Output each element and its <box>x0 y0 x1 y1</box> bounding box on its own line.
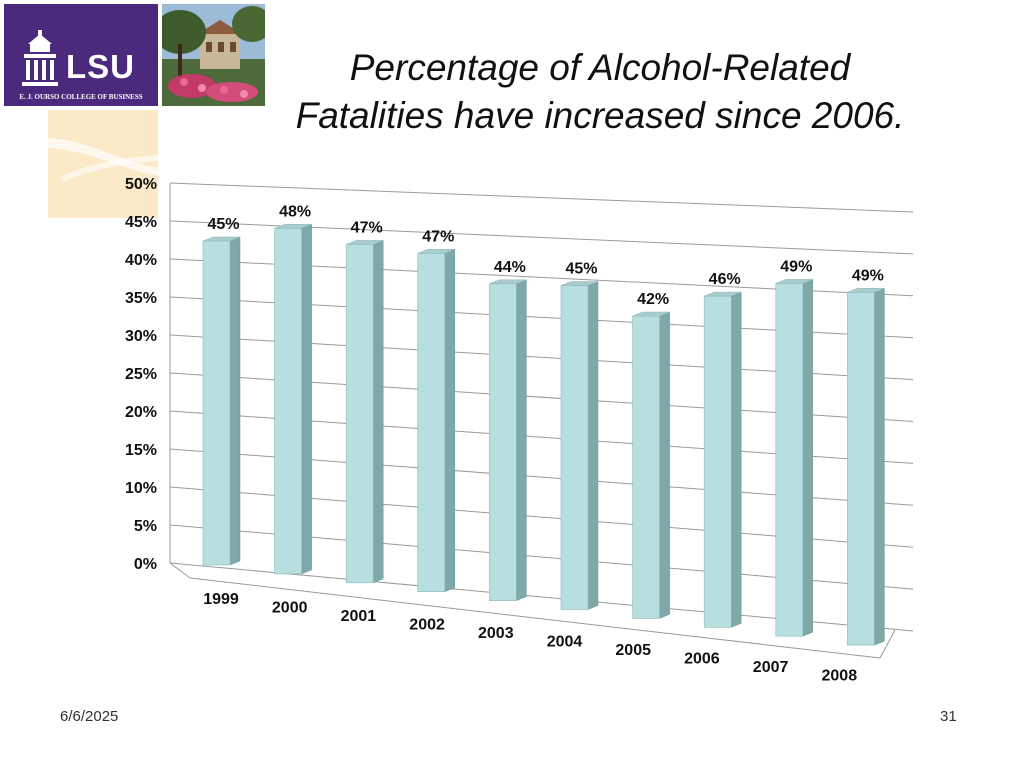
x-tick-label: 2005 <box>615 642 651 659</box>
x-tick-label: 2008 <box>822 668 858 685</box>
footer-date: 6/6/2025 <box>60 708 119 725</box>
bars <box>202 223 885 646</box>
page-number: 31 <box>940 708 957 725</box>
y-tick-label: 30% <box>125 328 157 345</box>
bar <box>417 248 456 593</box>
x-tick-label: 2003 <box>478 625 514 642</box>
decorative-tile <box>48 110 158 218</box>
bar <box>274 223 312 575</box>
x-tick-label: 2001 <box>341 608 377 625</box>
y-tick-label: 35% <box>125 290 157 307</box>
data-label: 49% <box>780 258 812 275</box>
x-tick-label: 2000 <box>272 600 308 617</box>
university-building-icon <box>22 30 58 86</box>
y-axis-ticks: 0% 5% 10% 15% 20% 25% 30% 35% 40% 45% 50% <box>125 176 157 573</box>
bar <box>560 281 599 610</box>
data-label: 48% <box>279 203 311 220</box>
y-tick-label: 15% <box>125 442 157 459</box>
slide-title-line-2: Fatalities have increased since 2006. <box>295 95 905 136</box>
y-tick-label: 20% <box>125 404 157 421</box>
data-label: 47% <box>422 228 454 245</box>
y-tick-label: 40% <box>125 252 157 269</box>
bar <box>202 236 241 566</box>
bar <box>847 287 885 646</box>
data-labels: 45% 48% 47% 47% 44% 45% 42% 46% 49% 49% <box>207 203 883 308</box>
data-label: 47% <box>351 219 383 236</box>
lsu-logo: LSU E. J. OURSO COLLEGE OF BUSINESS <box>4 4 158 106</box>
y-tick-label: 0% <box>134 556 157 573</box>
data-label: 46% <box>709 271 741 288</box>
bar <box>345 240 384 584</box>
logo-subtitle: E. J. OURSO COLLEGE OF BUSINESS <box>19 93 143 101</box>
axes <box>169 183 896 659</box>
bar <box>632 311 670 619</box>
y-tick-label: 50% <box>125 176 157 193</box>
y-tick-label: 10% <box>125 480 157 497</box>
slide-title: Percentage of Alcohol-Related Fatalities… <box>260 44 940 140</box>
floor-left-edge <box>169 562 191 579</box>
x-axis-ticks: 1999 2000 2001 2002 2003 2004 2005 2006 2007 2008 <box>203 591 857 685</box>
bar <box>489 279 527 601</box>
bar <box>703 291 742 628</box>
bar <box>775 279 814 637</box>
x-tick-label: 2002 <box>409 617 445 634</box>
logo-text: LSU <box>66 48 135 85</box>
data-label: 45% <box>565 261 597 278</box>
x-tick-label: 2006 <box>684 651 720 668</box>
data-label: 49% <box>852 267 884 284</box>
data-label: 44% <box>494 259 526 276</box>
y-tick-label: 45% <box>125 214 157 231</box>
x-tick-label: 2004 <box>547 634 583 651</box>
y-tick-label: 25% <box>125 366 157 383</box>
x-axis-line <box>189 577 881 659</box>
x-tick-label: 2007 <box>753 659 789 676</box>
floor-right-edge <box>879 629 896 659</box>
data-label: 42% <box>637 291 669 308</box>
data-label: 45% <box>207 216 239 233</box>
gridline <box>169 182 914 213</box>
y-tick-label: 5% <box>134 518 157 535</box>
slide-title-line-1: Percentage of Alcohol-Related <box>349 47 851 88</box>
x-tick-label: 1999 <box>203 591 239 608</box>
campus-photo <box>162 4 265 106</box>
